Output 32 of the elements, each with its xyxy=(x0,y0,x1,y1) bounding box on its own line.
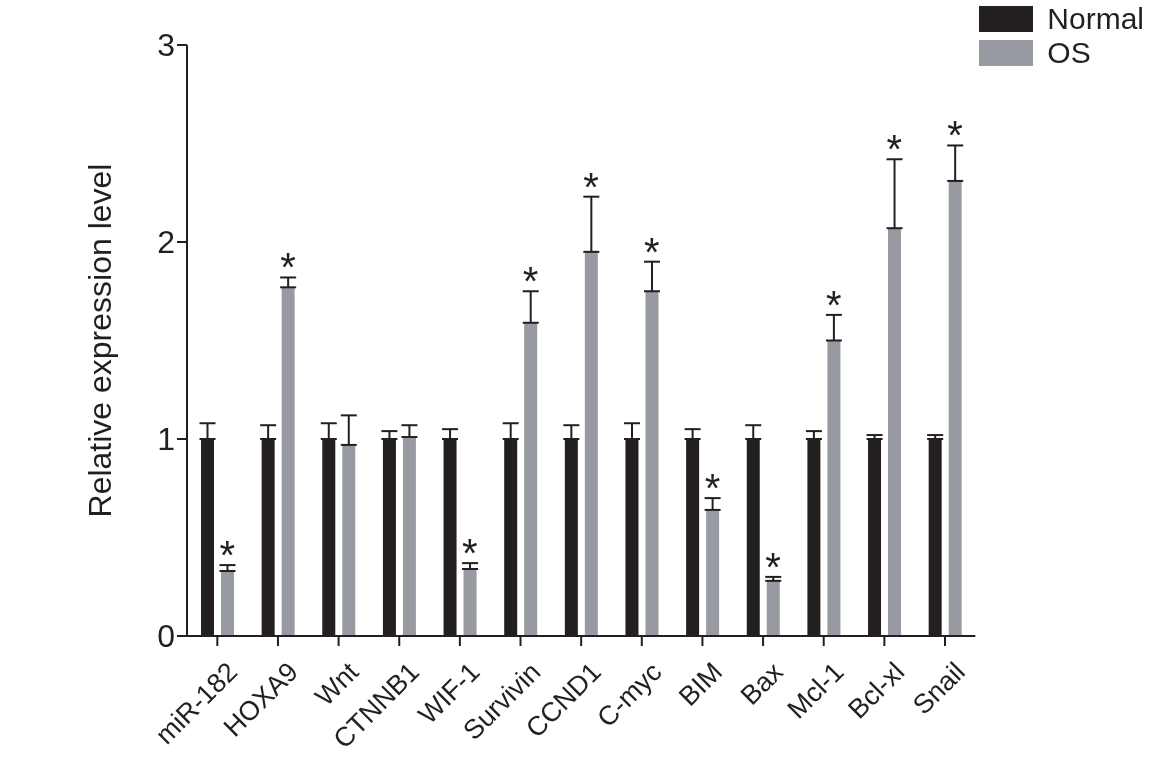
annotation: * xyxy=(886,127,903,172)
annotation: * xyxy=(219,533,236,578)
annotation: * xyxy=(280,245,296,290)
annotation: * xyxy=(583,164,599,209)
annotation: * xyxy=(462,531,478,576)
annotation: * xyxy=(825,282,842,327)
y-tick-label: 1 xyxy=(157,421,175,458)
annotation: * xyxy=(522,259,539,304)
bar xyxy=(645,291,659,636)
bar xyxy=(766,580,780,636)
y-tick-label: 2 xyxy=(157,224,175,261)
annotation: * xyxy=(644,229,660,274)
bar xyxy=(584,251,598,636)
legend-label: OS xyxy=(1047,36,1091,70)
bar xyxy=(221,570,234,636)
annotation: * xyxy=(704,466,721,511)
y-tick-label: 3 xyxy=(157,27,175,64)
bar xyxy=(948,180,962,636)
annotation: * xyxy=(765,544,781,589)
y-tick-label: 0 xyxy=(157,618,175,655)
annotation: * xyxy=(947,113,963,158)
x-tick-label: BIM xyxy=(673,656,729,712)
y-axis-title: Relative expression level xyxy=(82,163,119,518)
bar xyxy=(342,444,356,636)
bar xyxy=(524,322,538,636)
bar xyxy=(281,287,295,636)
bar xyxy=(706,509,720,636)
bar xyxy=(463,569,477,636)
bar xyxy=(402,437,416,636)
bar xyxy=(827,340,841,636)
bar xyxy=(888,228,902,636)
legend-label: Normal xyxy=(1047,2,1144,36)
